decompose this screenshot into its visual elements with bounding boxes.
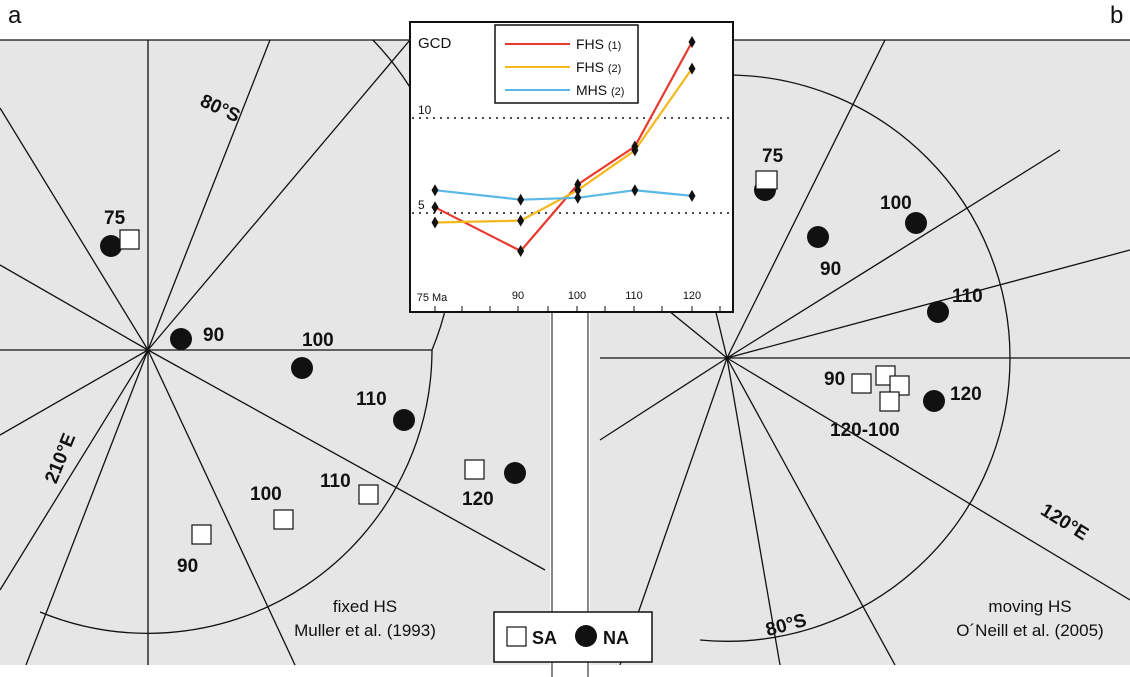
right-sa-75 <box>755 170 778 190</box>
left-sa-75 <box>119 229 140 250</box>
legend-label-fhs2: FHS (2) <box>576 59 621 75</box>
series-1-point-2 <box>574 184 582 197</box>
inset-ytick-5: 5 <box>418 198 425 212</box>
legend-sa-symbol <box>506 626 527 647</box>
series-0-point-0 <box>431 201 439 214</box>
right-na-label-90: 90 <box>820 259 841 280</box>
series-0-point-4 <box>688 36 696 48</box>
inset-xtick-120: 120 <box>683 290 701 302</box>
left-na-100 <box>291 357 313 379</box>
legend-sa-label: SA <box>532 628 557 648</box>
inset-ytick-10: 10 <box>418 103 432 117</box>
series-2-point-3 <box>631 184 639 197</box>
series-1-point-4 <box>688 62 696 75</box>
left-caption-2: Muller et al. (1993) <box>294 621 436 640</box>
left-sa-label-100: 100 <box>250 484 282 505</box>
series-1-point-0 <box>431 216 439 229</box>
left-na-label-100: 100 <box>302 330 334 351</box>
left-na-90 <box>170 328 192 350</box>
right-na-90 <box>807 226 829 248</box>
right-sa-cluster-3 <box>879 391 900 412</box>
series-2-point-4 <box>688 189 696 202</box>
left-na-120 <box>504 462 526 484</box>
series-1-point-3 <box>631 144 639 157</box>
legend-na-label: NA <box>603 628 629 648</box>
left-na-110 <box>393 409 415 431</box>
right-na-110 <box>927 301 949 323</box>
panel-letter-b: b <box>1110 2 1124 29</box>
left-na-label-120: 120 <box>462 489 494 510</box>
left-na-label-75: 75 <box>104 208 126 229</box>
left-sa-label-90: 90 <box>177 556 198 577</box>
right-latitude-arc <box>726 74 1011 359</box>
right-sa-90 <box>851 373 872 394</box>
inset-xtick-110: 110 <box>625 290 643 302</box>
inset-xtick-90: 90 <box>512 290 524 302</box>
right-na-100 <box>905 212 927 234</box>
right-sa-label-120-100: 120-100 <box>830 420 900 441</box>
legend-na-symbol <box>575 625 597 647</box>
left-sa-90 <box>191 524 212 545</box>
right-caption-1: moving HS <box>988 597 1071 616</box>
left-sa-100 <box>273 509 294 530</box>
series-1-point-1 <box>517 214 525 227</box>
left-caption-1: fixed HS <box>333 597 397 616</box>
right-na-label-110: 110 <box>952 286 983 307</box>
inset-graph: GCD 10 5 75 Ma 90 100 110 120 FHS <box>409 21 734 313</box>
symbol-legend: SA NA <box>493 611 653 663</box>
series-0-point-1 <box>517 245 525 257</box>
right-na-label-120: 120 <box>950 384 982 405</box>
right-na-120 <box>923 390 945 412</box>
inset-xtick-100: 100 <box>568 290 586 302</box>
left-na-75 <box>100 235 122 257</box>
series-2-point-2 <box>574 191 582 204</box>
right-na-label-100: 100 <box>880 193 912 214</box>
right-latitude-arc-lower <box>699 357 1011 642</box>
right-na-label-75: 75 <box>762 146 784 167</box>
panel-letter-a: a <box>8 2 22 29</box>
right-sa-label-90: 90 <box>824 369 845 390</box>
inset-xtick-75: 75 Ma <box>417 292 448 304</box>
right-caption-2: O´Neill et al. (2005) <box>956 621 1103 640</box>
left-na-label-90: 90 <box>203 325 224 346</box>
left-latitude-arc-lower <box>39 349 433 634</box>
legend-label-fhs1: FHS (1) <box>576 36 621 52</box>
left-na-label-110: 110 <box>356 389 387 410</box>
inset-series-layer <box>431 36 696 257</box>
series-2-point-0 <box>431 184 439 197</box>
left-sa-120 <box>464 459 485 480</box>
series-2-point-1 <box>517 193 525 206</box>
left-sa-label-110: 110 <box>320 471 351 492</box>
left-sa-110 <box>358 484 379 505</box>
inset-ylabel: GCD <box>418 35 452 52</box>
legend-label-mhs2: MHS (2) <box>576 82 624 98</box>
